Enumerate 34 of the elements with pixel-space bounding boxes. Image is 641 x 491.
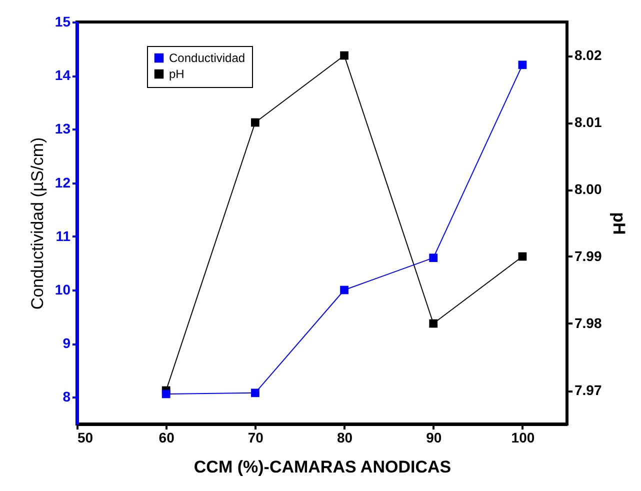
y2-tick-label: 7.99 — [574, 248, 602, 264]
point — [518, 252, 527, 261]
y-tick-label: 8 — [62, 388, 71, 405]
y2-tick-label: 8.00 — [574, 181, 602, 197]
x-tick-label: 90 — [426, 430, 442, 446]
y2-axis-title: pH — [610, 212, 629, 235]
y-tick-label: 15 — [54, 14, 71, 30]
point — [429, 319, 438, 328]
y2-tick-label: 8.02 — [574, 47, 602, 63]
x-tick-label: 70 — [248, 430, 264, 446]
y2-tick-label: 7.98 — [574, 315, 602, 331]
point — [251, 388, 260, 398]
point — [518, 60, 527, 70]
legend-label: Conductividad — [169, 51, 246, 65]
y-tick-label: 11 — [56, 228, 71, 244]
point — [340, 286, 348, 294]
point — [340, 51, 348, 60]
point — [429, 254, 438, 262]
y2-tick-label: 7.97 — [574, 382, 602, 398]
y-tick-label: 12 — [54, 174, 71, 190]
x-tick-label: 100 — [511, 430, 535, 446]
point — [162, 390, 170, 398]
y2-tick-label: 8.01 — [574, 114, 602, 130]
x-tick-label: 80 — [336, 430, 353, 446]
y-tick-label: 9 — [62, 335, 71, 352]
y-tick-label: 14 — [54, 67, 71, 84]
y-tick-label: 13 — [54, 120, 71, 137]
y-axis-title: Conductividad (µS/cm) — [28, 137, 47, 310]
point — [251, 118, 260, 127]
x-tick-label: 60 — [158, 430, 175, 446]
x-axis-title: CCM (%)-CAMARAS ANODICAS — [194, 458, 452, 476]
y-tick-label: 10 — [54, 282, 71, 298]
legend-label: pH — [169, 67, 184, 81]
x-tick-label: 50 — [78, 430, 94, 446]
